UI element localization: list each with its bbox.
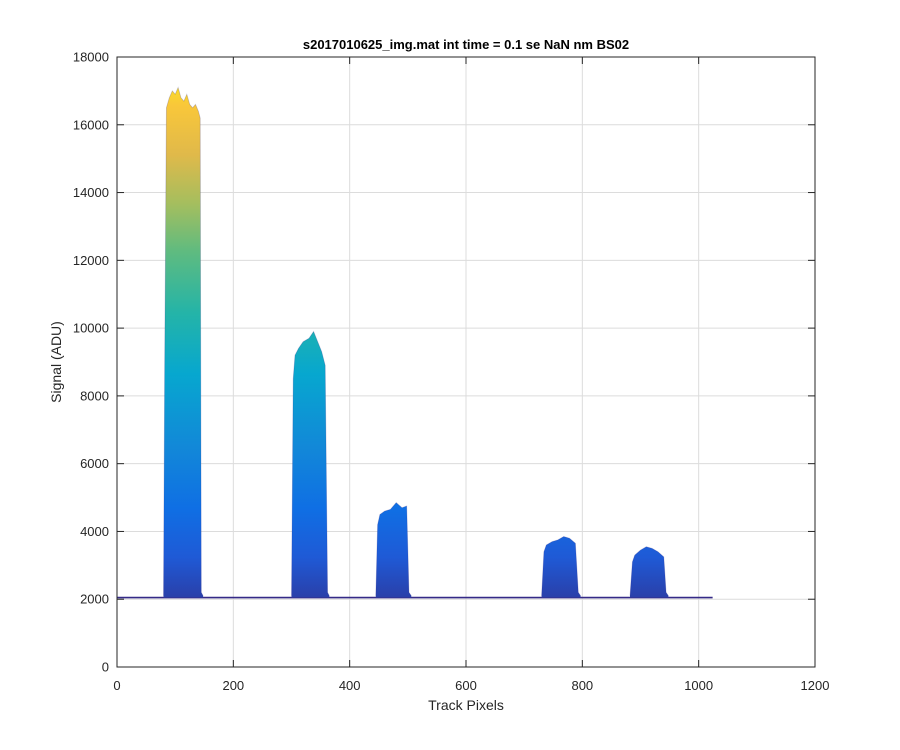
- y-tick-label: 16000: [73, 117, 109, 132]
- peak-band: [630, 546, 669, 598]
- x-tick-label: 600: [455, 678, 477, 693]
- y-tick-label: 10000: [73, 321, 109, 336]
- x-tick-label: 800: [571, 678, 593, 693]
- y-axis-label: Signal (ADU): [48, 321, 64, 403]
- peak-band-edge: [541, 536, 581, 597]
- y-tick-label: 6000: [80, 456, 109, 471]
- x-ticks: 0 200 400 600 800 1000 1200: [113, 57, 829, 693]
- peak-band-edge: [375, 502, 412, 597]
- chart-title: s2017010625_img.mat int time = 0.1 se Na…: [303, 37, 629, 52]
- peak-band-edge: [163, 86, 204, 596]
- y-tick-label: 18000: [73, 50, 109, 65]
- peak-band-edge: [629, 546, 669, 597]
- peak-band: [375, 502, 412, 598]
- y-tick-label: 2000: [80, 592, 109, 607]
- y-tick-label: 0: [102, 660, 109, 675]
- x-tick-label: 1200: [801, 678, 830, 693]
- series-layer: [117, 86, 713, 599]
- peak-band: [541, 536, 581, 598]
- x-grid: [232, 57, 700, 667]
- x-axis-label: Track Pixels: [428, 697, 504, 713]
- y-tick-label: 12000: [73, 253, 109, 268]
- peak-band: [291, 331, 330, 598]
- x-tick-label: 0: [113, 678, 120, 693]
- y-tick-label: 4000: [80, 524, 109, 539]
- peak-band: [163, 87, 204, 598]
- x-tick-label: 400: [339, 678, 361, 693]
- y-tick-label: 8000: [80, 388, 109, 403]
- y-grid: [117, 124, 815, 600]
- peak-band-edge: [291, 330, 330, 596]
- y-ticks: 0 2000 4000 6000 8000 10000 12000 14000 16000 180…: [73, 50, 815, 675]
- x-tick-label: 200: [222, 678, 244, 693]
- x-tick-label: 1000: [684, 678, 713, 693]
- y-tick-label: 14000: [73, 185, 109, 200]
